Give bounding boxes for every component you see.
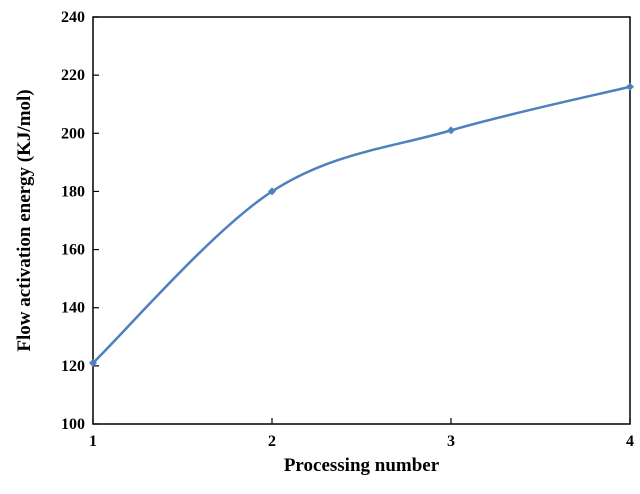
y-tick-label: 220	[61, 67, 85, 84]
y-tick-label: 160	[61, 242, 85, 259]
y-axis-ticks: 100 120 140 160 180 200 220 240	[61, 9, 99, 433]
plot-area	[92, 16, 631, 425]
series-layer	[89, 82, 634, 367]
x-tick-label: 3	[447, 433, 455, 450]
data-point	[447, 126, 455, 135]
x-axis-ticks: 1 2 3 4	[89, 418, 634, 450]
x-axis-title: Processing number	[284, 455, 440, 476]
data-point	[268, 187, 276, 196]
data-point	[89, 358, 97, 367]
y-tick-label: 120	[61, 358, 85, 375]
data-point	[626, 82, 634, 91]
y-tick-label: 100	[61, 416, 85, 433]
y-tick-label: 180	[61, 183, 85, 200]
y-tick-label: 140	[61, 300, 85, 317]
y-tick-label: 200	[61, 125, 85, 142]
series-line	[92, 85, 631, 364]
y-tick-label: 240	[61, 9, 85, 26]
x-tick-label: 1	[89, 433, 97, 450]
x-tick-label: 2	[268, 433, 276, 450]
x-tick-label: 4	[626, 433, 634, 450]
y-axis-title: Flow activation energy (KJ/mol)	[14, 89, 35, 351]
